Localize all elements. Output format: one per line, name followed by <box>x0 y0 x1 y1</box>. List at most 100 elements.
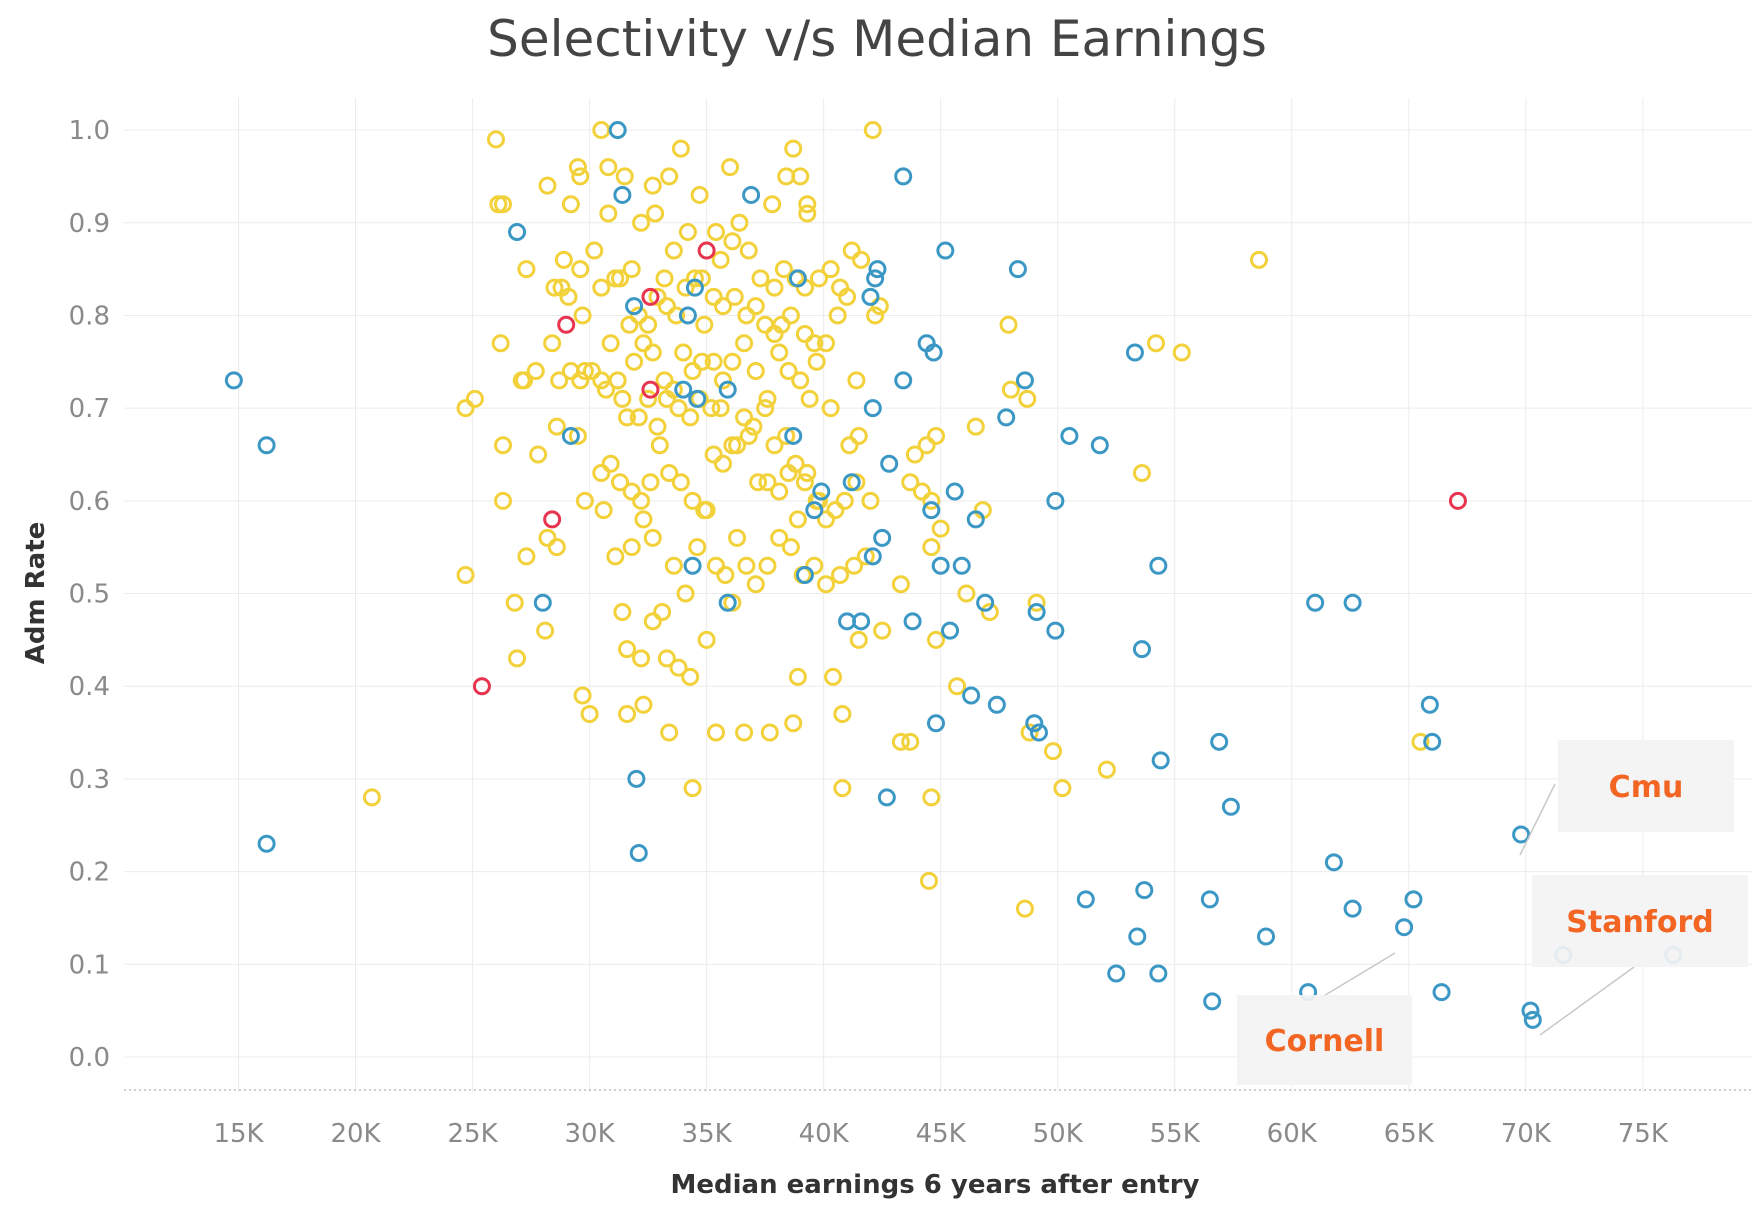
data-point <box>1107 964 1126 983</box>
data-point <box>919 871 938 890</box>
data-point <box>706 723 725 742</box>
data-point <box>824 667 843 686</box>
x-tick-label: 75K <box>1618 1119 1669 1149</box>
callout-connector <box>1321 952 1396 998</box>
data-point <box>1076 890 1095 909</box>
x-tick-label: 35K <box>682 1119 733 1149</box>
x-tick-label: 40K <box>799 1119 850 1149</box>
data-point <box>655 371 674 390</box>
data-point <box>625 297 644 316</box>
data-point <box>735 408 754 427</box>
data-point <box>999 315 1018 334</box>
data-point <box>550 371 569 390</box>
data-point <box>877 788 896 807</box>
data-point <box>962 686 981 705</box>
data-point <box>758 556 777 575</box>
data-point <box>1029 723 1048 742</box>
data-point <box>571 167 590 186</box>
data-point <box>664 241 683 260</box>
data-point <box>695 315 714 334</box>
data-point <box>868 260 887 279</box>
data-point <box>861 491 880 510</box>
data-point <box>728 436 747 455</box>
data-point <box>1008 260 1027 279</box>
data-point <box>634 695 653 714</box>
data-point <box>849 426 868 445</box>
data-point <box>873 528 892 547</box>
data-point <box>980 603 999 622</box>
data-point <box>891 575 910 594</box>
data-point <box>751 269 770 288</box>
data-point <box>639 389 658 408</box>
data-point <box>660 167 679 186</box>
x-tick-label: 70K <box>1501 1119 1552 1149</box>
data-point <box>683 779 702 798</box>
data-point <box>634 334 653 353</box>
data-point <box>681 408 700 427</box>
x-tick-label: 60K <box>1267 1119 1318 1149</box>
data-point <box>718 593 737 612</box>
data-point <box>627 769 646 788</box>
data-point <box>714 454 733 473</box>
data-point <box>716 565 735 584</box>
data-point <box>845 556 864 575</box>
data-point <box>863 547 882 566</box>
data-point <box>831 565 850 584</box>
data-point <box>601 454 620 473</box>
data-point <box>611 473 630 492</box>
x-tick-label: 45K <box>916 1119 967 1149</box>
data-point <box>671 139 690 158</box>
data-point <box>1210 732 1229 751</box>
x-tick-label: 50K <box>1033 1119 1084 1149</box>
y-tick-label: 0.5 <box>69 580 110 610</box>
data-point <box>924 343 943 362</box>
data-point <box>618 640 637 659</box>
data-point <box>643 528 662 547</box>
data-point <box>779 464 798 483</box>
data-point <box>697 241 716 260</box>
data-point <box>508 223 527 242</box>
data-point <box>812 482 831 501</box>
data-point <box>704 352 723 371</box>
data-point <box>646 204 665 223</box>
data-point <box>674 380 693 399</box>
y-tick-label: 0.0 <box>69 1043 110 1073</box>
data-point <box>625 352 644 371</box>
data-point <box>798 464 817 483</box>
data-point <box>1125 343 1144 362</box>
data-point <box>1221 797 1240 816</box>
callout-label: Cornell <box>1265 1024 1385 1059</box>
data-point <box>706 223 725 242</box>
data-point <box>622 260 641 279</box>
data-point <box>922 538 941 557</box>
data-point <box>833 779 852 798</box>
data-point <box>667 306 686 325</box>
data-point <box>660 723 679 742</box>
x-tick-label: 20K <box>330 1119 381 1149</box>
data-point <box>788 510 807 529</box>
data-point <box>788 667 807 686</box>
data-point <box>526 362 545 381</box>
data-point <box>606 547 625 566</box>
data-point <box>594 501 613 520</box>
data-point <box>538 176 557 195</box>
data-point <box>456 565 475 584</box>
data-point <box>781 538 800 557</box>
data-point <box>1448 491 1467 510</box>
data-point <box>224 371 243 390</box>
data-point <box>608 371 627 390</box>
data-point <box>798 195 817 214</box>
x-tick-label: 55K <box>1150 1119 1201 1149</box>
data-point <box>632 491 651 510</box>
data-point <box>1324 853 1343 872</box>
data-point <box>257 436 276 455</box>
data-point <box>613 603 632 622</box>
data-point <box>692 352 711 371</box>
data-point <box>545 278 564 297</box>
data-point <box>852 250 871 269</box>
data-point <box>800 389 819 408</box>
data-point <box>772 315 791 334</box>
data-point <box>536 621 555 640</box>
data-point <box>725 287 744 306</box>
data-point <box>683 362 702 381</box>
